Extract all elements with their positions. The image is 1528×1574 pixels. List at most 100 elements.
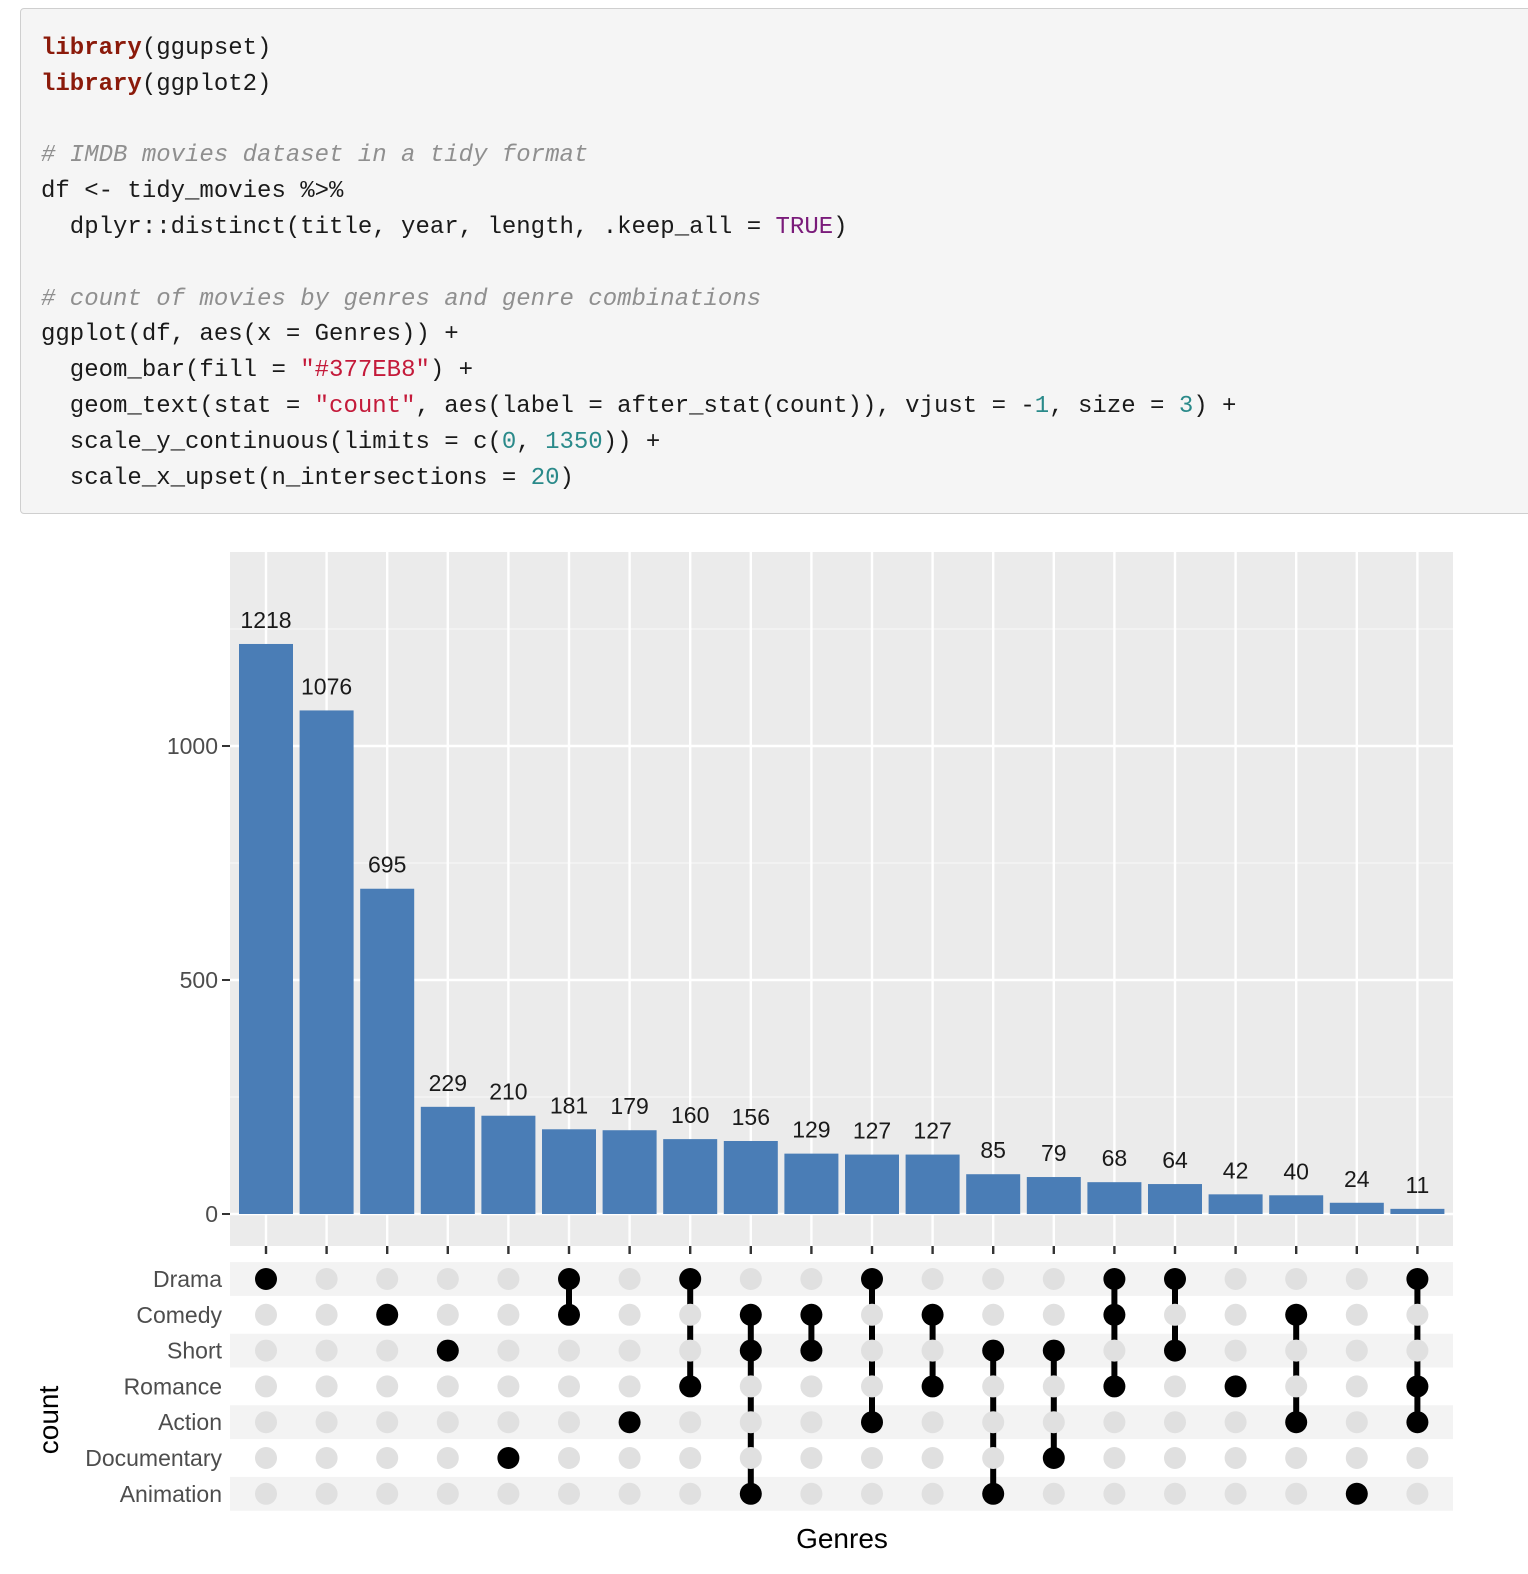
code-line: scale_y_continuous(limits = c(0, 1350)) … [41, 425, 1528, 461]
y-tick-label: 500 [180, 967, 218, 993]
matrix-dot-empty [497, 1375, 520, 1398]
matrix-dot-empty [1406, 1482, 1429, 1505]
bar [602, 1130, 657, 1214]
matrix-dot-empty [497, 1339, 520, 1362]
code-token: (ggupset) [141, 35, 272, 62]
matrix-row-band [230, 1405, 1453, 1440]
matrix-dot-filled [1406, 1411, 1429, 1434]
matrix-dot-empty [315, 1339, 338, 1362]
matrix-dot-empty [739, 1447, 762, 1469]
matrix-dot-empty [315, 1411, 338, 1434]
code-line: library(ggplot2) [41, 67, 1528, 103]
matrix-dot-empty [376, 1268, 399, 1290]
set-label: Action [158, 1409, 222, 1435]
code-token: 1 [1034, 392, 1050, 420]
bar-value-label: 127 [913, 1118, 951, 1144]
code-token: ggplot(df, aes(x = Genres)) + [41, 321, 459, 349]
bar [481, 1115, 536, 1214]
matrix-dot-empty [739, 1375, 762, 1398]
matrix-dot-empty [861, 1375, 883, 1398]
matrix-dot-filled [800, 1339, 823, 1362]
matrix-dot-empty [497, 1411, 520, 1434]
matrix-dot-filled [800, 1303, 823, 1326]
matrix-dot-empty [1345, 1339, 1368, 1362]
code-token: df <- tidy_movies %>% [41, 178, 344, 206]
matrix-dot-empty [921, 1411, 944, 1434]
matrix-dot-empty [1164, 1411, 1186, 1434]
code-line: df <- tidy_movies %>% [41, 174, 1528, 210]
bar [663, 1139, 718, 1214]
matrix-row-band [230, 1262, 1453, 1296]
matrix-dot-filled [679, 1375, 702, 1398]
matrix-dot-empty [376, 1339, 399, 1362]
matrix-dot-empty [861, 1482, 883, 1505]
bar [1208, 1194, 1263, 1214]
matrix-dot-empty [255, 1447, 277, 1469]
matrix-dot-empty [1406, 1339, 1429, 1362]
bar-value-label: 1218 [240, 607, 291, 633]
bar [905, 1154, 960, 1214]
matrix-row-band [230, 1476, 1453, 1511]
code-token: 0 [501, 428, 517, 456]
code-token: ) [833, 213, 848, 241]
matrix-dot-empty [436, 1268, 459, 1290]
code-token: geom_text(stat = [41, 392, 315, 420]
matrix-dot-empty [679, 1303, 702, 1326]
code-token: "count" [314, 392, 416, 420]
matrix-dot-empty [497, 1482, 520, 1505]
matrix-dot-empty [255, 1303, 277, 1326]
bar [420, 1106, 475, 1214]
code-line: geom_bar(fill = "#377EB8") + [41, 353, 1528, 389]
upset-chart: 0 500 1000 count 1218 1076 695 229 210 181 179 160 1… [33, 552, 1453, 1554]
set-label: Comedy [136, 1302, 222, 1328]
matrix-dot-empty [921, 1447, 944, 1469]
code-token: 1350 [545, 428, 603, 456]
matrix-dot-empty [1042, 1303, 1065, 1326]
bar [239, 643, 293, 1214]
matrix-dot-empty [1224, 1411, 1247, 1434]
matrix-dot-filled [1103, 1375, 1126, 1398]
matrix-dot-filled [982, 1339, 1005, 1362]
matrix-dot-filled [558, 1268, 580, 1290]
code-line: library(ggupset) [41, 31, 1528, 67]
matrix-dot-filled [1285, 1303, 1308, 1326]
code-line: scale_x_upset(n_intersections = 20) [41, 461, 1528, 497]
code-token: , [516, 428, 546, 456]
matrix-dot-filled [861, 1268, 883, 1290]
bar [1329, 1202, 1384, 1214]
matrix-dot-empty [1345, 1268, 1368, 1290]
matrix-dot-filled [1042, 1447, 1065, 1469]
matrix-dot-empty [497, 1268, 520, 1290]
code-token: , size = [1049, 392, 1179, 420]
bar [360, 888, 415, 1214]
bar [1269, 1195, 1324, 1214]
set-label: Drama [153, 1266, 222, 1292]
code-line: geom_text(stat = "count", aes(label = af… [41, 389, 1528, 425]
matrix-dot-empty [1285, 1447, 1308, 1469]
matrix-dot-empty [618, 1268, 641, 1290]
bar-value-label: 156 [732, 1104, 770, 1130]
bar-value-label: 85 [980, 1137, 1006, 1163]
code-token: ) [559, 464, 574, 492]
matrix-dot-filled [1164, 1268, 1186, 1290]
matrix-dot-empty [1042, 1268, 1065, 1290]
matrix-dot-empty [618, 1482, 641, 1505]
matrix-dot-filled [739, 1339, 762, 1362]
matrix-dot-empty [1103, 1482, 1126, 1505]
matrix-dot-empty [1285, 1339, 1308, 1362]
matrix-dot-filled [497, 1447, 520, 1469]
matrix-dot-empty [315, 1482, 338, 1505]
matrix-dot-empty [376, 1447, 399, 1469]
matrix-dot-empty [800, 1411, 823, 1434]
bar [784, 1153, 839, 1214]
matrix-dot-empty [376, 1482, 399, 1505]
matrix-dot-empty [1345, 1447, 1368, 1469]
matrix-dot-empty [558, 1447, 580, 1469]
matrix-dot-empty [982, 1411, 1005, 1434]
matrix-dot-empty [800, 1375, 823, 1398]
matrix-row-band [230, 1333, 1453, 1368]
code-token: scale_y_continuous(limits = c( [41, 428, 502, 456]
code-token: library [41, 70, 142, 98]
x-axis-title: Genres [796, 1523, 888, 1554]
bar-value-label: 1076 [301, 673, 352, 699]
